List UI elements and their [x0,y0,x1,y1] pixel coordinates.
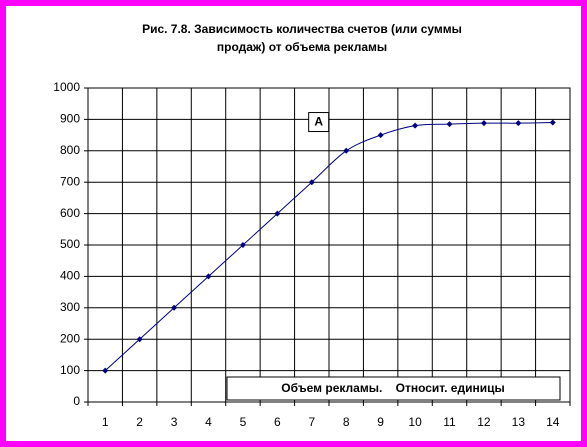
x-tick-label: 13 [512,415,526,429]
x-tick-label: 5 [240,415,247,429]
x-tick-label: 14 [546,415,560,429]
x-tick-label: 3 [171,415,178,429]
x-tick-label: 7 [308,415,315,429]
y-tick-label: 400 [60,269,80,283]
x-tick-label: 12 [477,415,491,429]
x-tick-label: 4 [205,415,212,429]
chart-title: Рис. 7.8. Зависимость количества счетов … [142,22,462,36]
annotation-box [308,112,330,133]
y-tick-label: 200 [60,331,80,345]
x-label-box [226,376,561,401]
y-tick-label: 900 [60,112,80,126]
y-tick-label: 800 [60,143,80,157]
x-tick-label: 11 [443,415,456,429]
data-point [205,273,212,280]
chart-title: продаж) от объема рекламы [217,40,387,54]
x-tick-label: 1 [102,415,109,429]
y-tick-label: 500 [60,237,80,251]
x-tick-label: 8 [343,415,350,429]
data-point [308,179,315,186]
data-point [480,120,487,127]
data-point [239,242,246,248]
data-point [549,119,556,126]
y-tick-label: 300 [60,300,80,314]
data-point [102,367,109,374]
y-tick-label: 600 [60,206,80,220]
y-tick-label: 0 [73,394,80,408]
x-tick-label: 2 [136,415,143,429]
data-point [446,121,453,128]
data-point [515,120,522,127]
x-tick-label: 9 [377,415,384,429]
data-point [412,122,419,129]
x-tick-label: 6 [274,415,281,429]
y-tick-label: 700 [60,174,80,188]
y-tick-label: 1000 [53,80,80,94]
annotation: A [314,115,323,129]
data-point [171,304,178,311]
data-point [274,210,281,217]
x-tick-label: 10 [408,415,422,429]
data-point [343,147,350,154]
data-point [136,336,143,343]
x-axis-label: Объем рекламы. Относит. единицы [281,381,504,395]
data-point [377,132,384,139]
y-tick-label: 100 [60,363,80,377]
